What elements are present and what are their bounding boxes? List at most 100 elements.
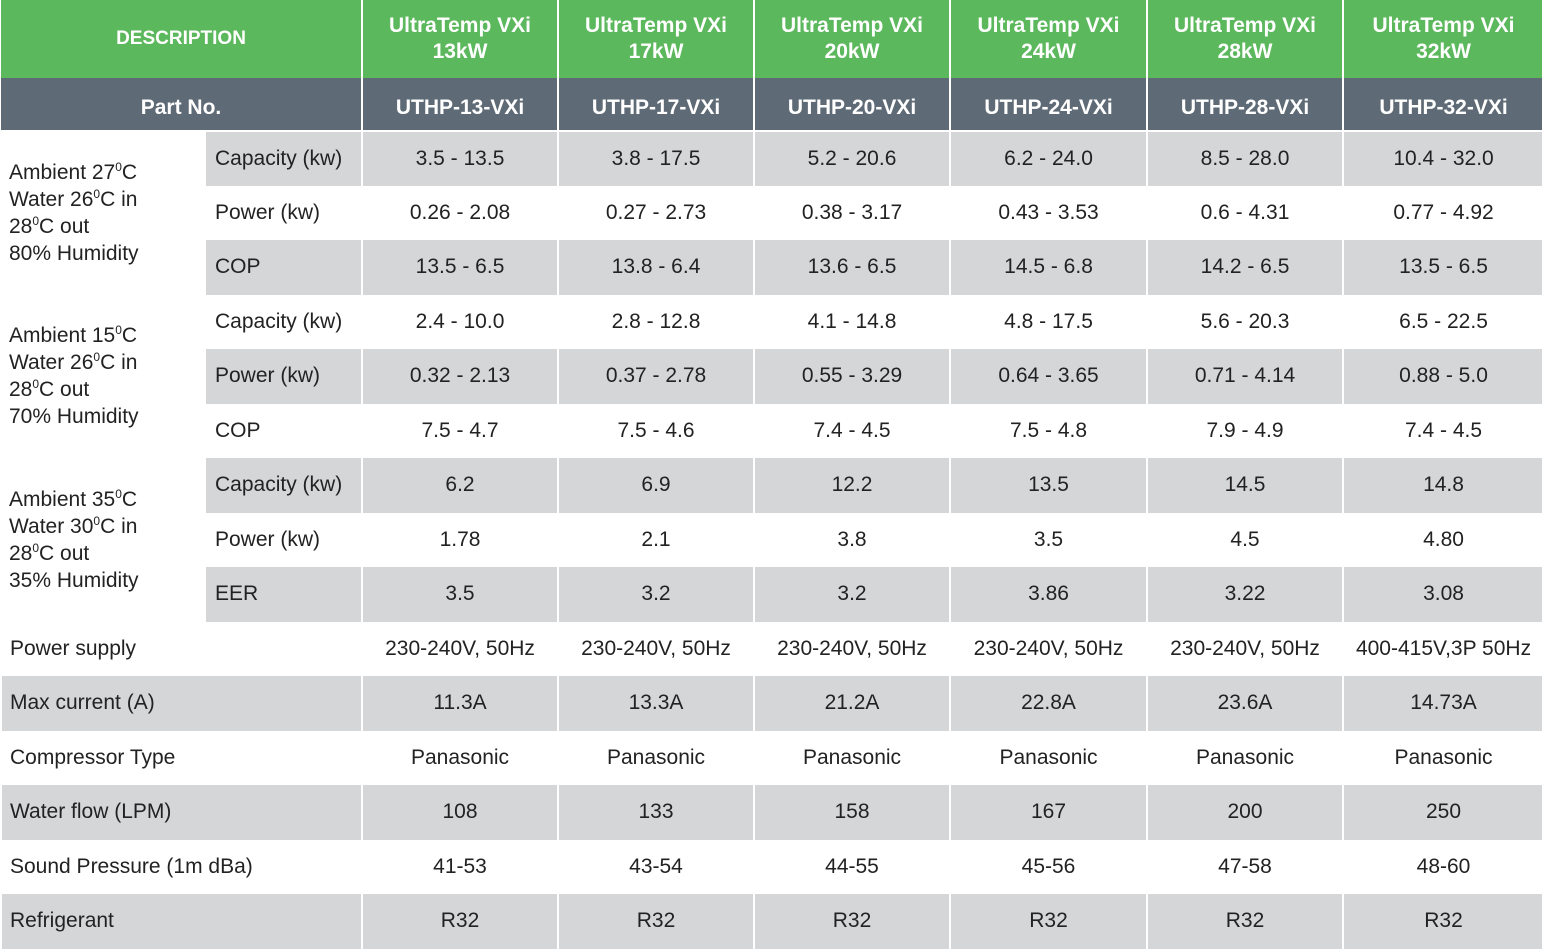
table-row: Power supply 230-240V, 50Hz 230-240V, 50Hz…: [0, 621, 1542, 676]
value-cell: Panasonic: [949, 730, 1148, 785]
value-cell: 23.6A: [1146, 676, 1344, 731]
table-row: Max current (A) 11.3A 13.3A 21.2A 22.8A 23.6A…: [0, 676, 1542, 731]
model-header: UltraTemp VXi 28kW: [1146, 0, 1344, 78]
value-cell: 400-415V,3P 50Hz: [1342, 621, 1542, 676]
param-label: COP: [203, 403, 363, 458]
value-cell: 0.27 - 2.73: [557, 185, 755, 240]
header-row-models: DESCRIPTION UltraTemp VXi 13kW UltraTemp …: [1, 0, 1542, 78]
value-cell: 45-56: [949, 839, 1148, 894]
value-cell: 5.6 - 20.3: [1146, 294, 1344, 349]
value-cell: 44-55: [753, 839, 951, 894]
value-cell: Panasonic: [1146, 730, 1344, 785]
param-label: Power (kw): [203, 512, 363, 567]
value-cell: 47-58: [1146, 839, 1344, 894]
condition-label: Ambient 350C Water 300C in 280C out 35% Hum…: [1, 458, 205, 622]
value-cell: 0.43 - 3.53: [949, 185, 1148, 240]
value-cell: 13.5 - 6.5: [1342, 240, 1542, 295]
param-label: COP: [203, 240, 363, 295]
value-cell: 3.2: [557, 567, 755, 622]
value-cell: 1.78: [361, 512, 559, 567]
table-row: COP 7.5 - 4.7 7.5 - 4.6 7.4 - 4.5 7.5 - 4.8 7…: [1, 403, 1542, 458]
value-cell: 4.1 - 14.8: [753, 294, 951, 349]
value-cell: 41-53: [361, 839, 559, 894]
value-cell: 14.73A: [1342, 676, 1542, 731]
value-cell: 230-240V, 50Hz: [949, 621, 1148, 676]
table-row: Ambient 270C Water 260C in 280C out 80% Hum…: [1, 131, 1542, 295]
condition-label: Ambient 270C Water 260C in 280C out 80% Hum…: [1, 131, 205, 295]
condition-label: Ambient 150C Water 260C in 280C out 70% Hum…: [1, 294, 205, 458]
value-cell: 13.3A: [557, 676, 755, 731]
table-row: Sound Pressure (1m dBa) 41-53 43-54 44-55 45…: [0, 839, 1542, 894]
value-cell: 21.2A: [753, 676, 951, 731]
value-cell: 0.55 - 3.29: [753, 349, 951, 404]
value-cell: 0.88 - 5.0: [1342, 349, 1542, 404]
spec-label: Power supply: [0, 621, 363, 676]
table-row: Water flow (LPM) 108 133 158 167 200 250: [0, 785, 1542, 840]
value-cell: 3.5 - 13.5: [361, 131, 559, 186]
value-cell: R32: [557, 894, 755, 949]
value-cell: 7.9 - 4.9: [1146, 403, 1344, 458]
value-cell: 6.9: [557, 458, 755, 513]
value-cell: 5.2 - 20.6: [753, 131, 951, 186]
value-cell: 43-54: [557, 839, 755, 894]
table-row: Compressor Type Panasonic Panasonic Panason…: [0, 730, 1542, 785]
value-cell: 6.2: [361, 458, 559, 513]
value-cell: Panasonic: [753, 730, 951, 785]
value-cell: 230-240V, 50Hz: [1146, 621, 1344, 676]
value-cell: 7.5 - 4.6: [557, 403, 755, 458]
value-cell: R32: [1342, 894, 1542, 949]
value-cell: 4.8 - 17.5: [949, 294, 1148, 349]
value-cell: 250: [1342, 785, 1542, 840]
param-label: Capacity (kw): [203, 294, 363, 349]
value-cell: 0.26 - 2.08: [361, 185, 559, 240]
value-cell: 7.5 - 4.8: [949, 403, 1148, 458]
value-cell: 3.8: [753, 512, 951, 567]
value-cell: 2.4 - 10.0: [361, 294, 559, 349]
part-number: UTHP-20-VXi: [753, 78, 951, 131]
part-number: UTHP-17-VXi: [557, 78, 755, 131]
value-cell: 3.8 - 17.5: [557, 131, 755, 186]
value-cell: R32: [753, 894, 951, 949]
value-cell: 14.2 - 6.5: [1146, 240, 1344, 295]
model-header: UltraTemp VXi 32kW: [1342, 0, 1542, 78]
part-no-header: Part No.: [1, 78, 363, 131]
value-cell: 0.37 - 2.78: [557, 349, 755, 404]
value-cell: R32: [1146, 894, 1344, 949]
model-header: UltraTemp VXi 17kW: [557, 0, 755, 78]
value-cell: 0.6 - 4.31: [1146, 185, 1344, 240]
value-cell: 13.8 - 6.4: [557, 240, 755, 295]
value-cell: 4.5: [1146, 512, 1344, 567]
value-cell: 3.08: [1342, 567, 1542, 622]
part-number: UTHP-24-VXi: [949, 78, 1148, 131]
value-cell: 0.32 - 2.13: [361, 349, 559, 404]
value-cell: 3.22: [1146, 567, 1344, 622]
param-label: Power (kw): [203, 185, 363, 240]
description-header: DESCRIPTION: [1, 0, 363, 78]
value-cell: Panasonic: [557, 730, 755, 785]
value-cell: 3.2: [753, 567, 951, 622]
value-cell: 7.5 - 4.7: [361, 403, 559, 458]
value-cell: 13.5 - 6.5: [361, 240, 559, 295]
value-cell: 12.2: [753, 458, 951, 513]
value-cell: 7.4 - 4.5: [1342, 403, 1542, 458]
value-cell: 14.8: [1342, 458, 1542, 513]
value-cell: 13.6 - 6.5: [753, 240, 951, 295]
table-row: COP 13.5 - 6.5 13.8 - 6.4 13.6 - 6.5 14.5 - …: [1, 240, 1542, 295]
value-cell: 14.5 - 6.8: [949, 240, 1148, 295]
value-cell: 230-240V, 50Hz: [557, 621, 755, 676]
value-cell: 48-60: [1342, 839, 1542, 894]
value-cell: 10.4 - 32.0: [1342, 131, 1542, 186]
spec-label: Sound Pressure (1m dBa): [0, 839, 363, 894]
table-row: Ambient 150C Water 260C in 280C out 70% Hum…: [1, 294, 1542, 458]
value-cell: Panasonic: [1342, 730, 1542, 785]
value-cell: 8.5 - 28.0: [1146, 131, 1344, 186]
spec-label: Compressor Type: [0, 730, 363, 785]
table-row: Power (kw) 1.78 2.1 3.8 3.5 4.5 4.80: [1, 512, 1542, 567]
part-number: UTHP-32-VXi: [1342, 78, 1542, 131]
value-cell: 200: [1146, 785, 1344, 840]
table-row: Power (kw) 0.32 - 2.13 0.37 - 2.78 0.55 - 3…: [1, 349, 1542, 404]
value-cell: 6.2 - 24.0: [949, 131, 1148, 186]
spec-label: Refrigerant: [0, 894, 363, 949]
header-row-part-numbers: Part No. UTHP-13-VXi UTHP-17-VXi UTHP-20…: [1, 78, 1542, 131]
